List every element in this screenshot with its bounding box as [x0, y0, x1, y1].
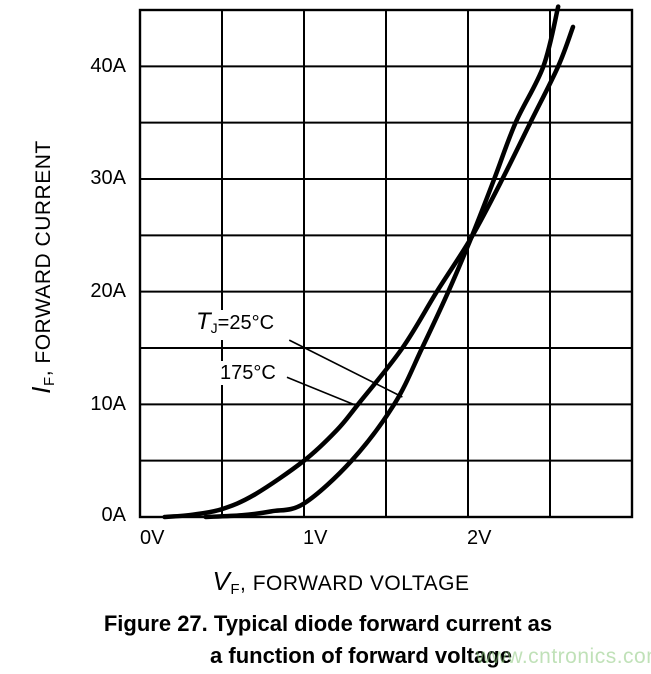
annotation-175c: 175°C	[217, 361, 279, 385]
annotation-leader-line	[286, 376, 354, 406]
x-tick-label-0v: 0V	[140, 527, 165, 549]
x-axis-title-text: , FORWARD VOLTAGE	[240, 572, 470, 595]
annotation-tj-25c: TJ=25°C	[193, 308, 278, 340]
curve-175c	[162, 24, 576, 520]
y-tick-label-20a: 20A	[90, 280, 126, 302]
y-tick-label-0a: 0A	[101, 504, 126, 526]
figure-caption-line2: a function of forward voltage	[210, 643, 512, 668]
plot-border	[138, 8, 634, 519]
y-axis-subscript: F	[41, 376, 58, 386]
x-axis-title: VF, FORWARD VOLTAGE	[213, 566, 470, 598]
y-axis-title: IF, FORWARD CURRENT	[26, 140, 58, 393]
annotation-subscript: J	[210, 320, 218, 336]
figure-caption: Figure 27. Typical diode forward current…	[8, 608, 648, 672]
y-tick-label-10a: 10A	[90, 393, 126, 415]
annotation-leader-line	[288, 339, 403, 398]
x-axis-subscript: F	[230, 581, 241, 598]
y-tick-label-30a: 30A	[90, 167, 126, 189]
y-tick-label-40a: 40A	[90, 55, 126, 77]
y-axis-symbol: I	[26, 385, 56, 394]
x-tick-label-2v: 2V	[467, 527, 492, 549]
annotation-symbol: T	[196, 308, 211, 335]
watermark-text: www.cntronics.com	[476, 645, 651, 668]
y-axis-title-text: , FORWARD CURRENT	[32, 140, 55, 377]
figure-caption-line1: Figure 27. Typical diode forward current…	[103, 611, 553, 636]
x-tick-label-1v: 1V	[303, 527, 328, 549]
annotation-text: 175°C	[220, 362, 276, 384]
x-axis-symbol: V	[212, 566, 231, 596]
curve-tj-25c	[203, 4, 561, 520]
annotation-text: =25°C	[217, 312, 275, 334]
